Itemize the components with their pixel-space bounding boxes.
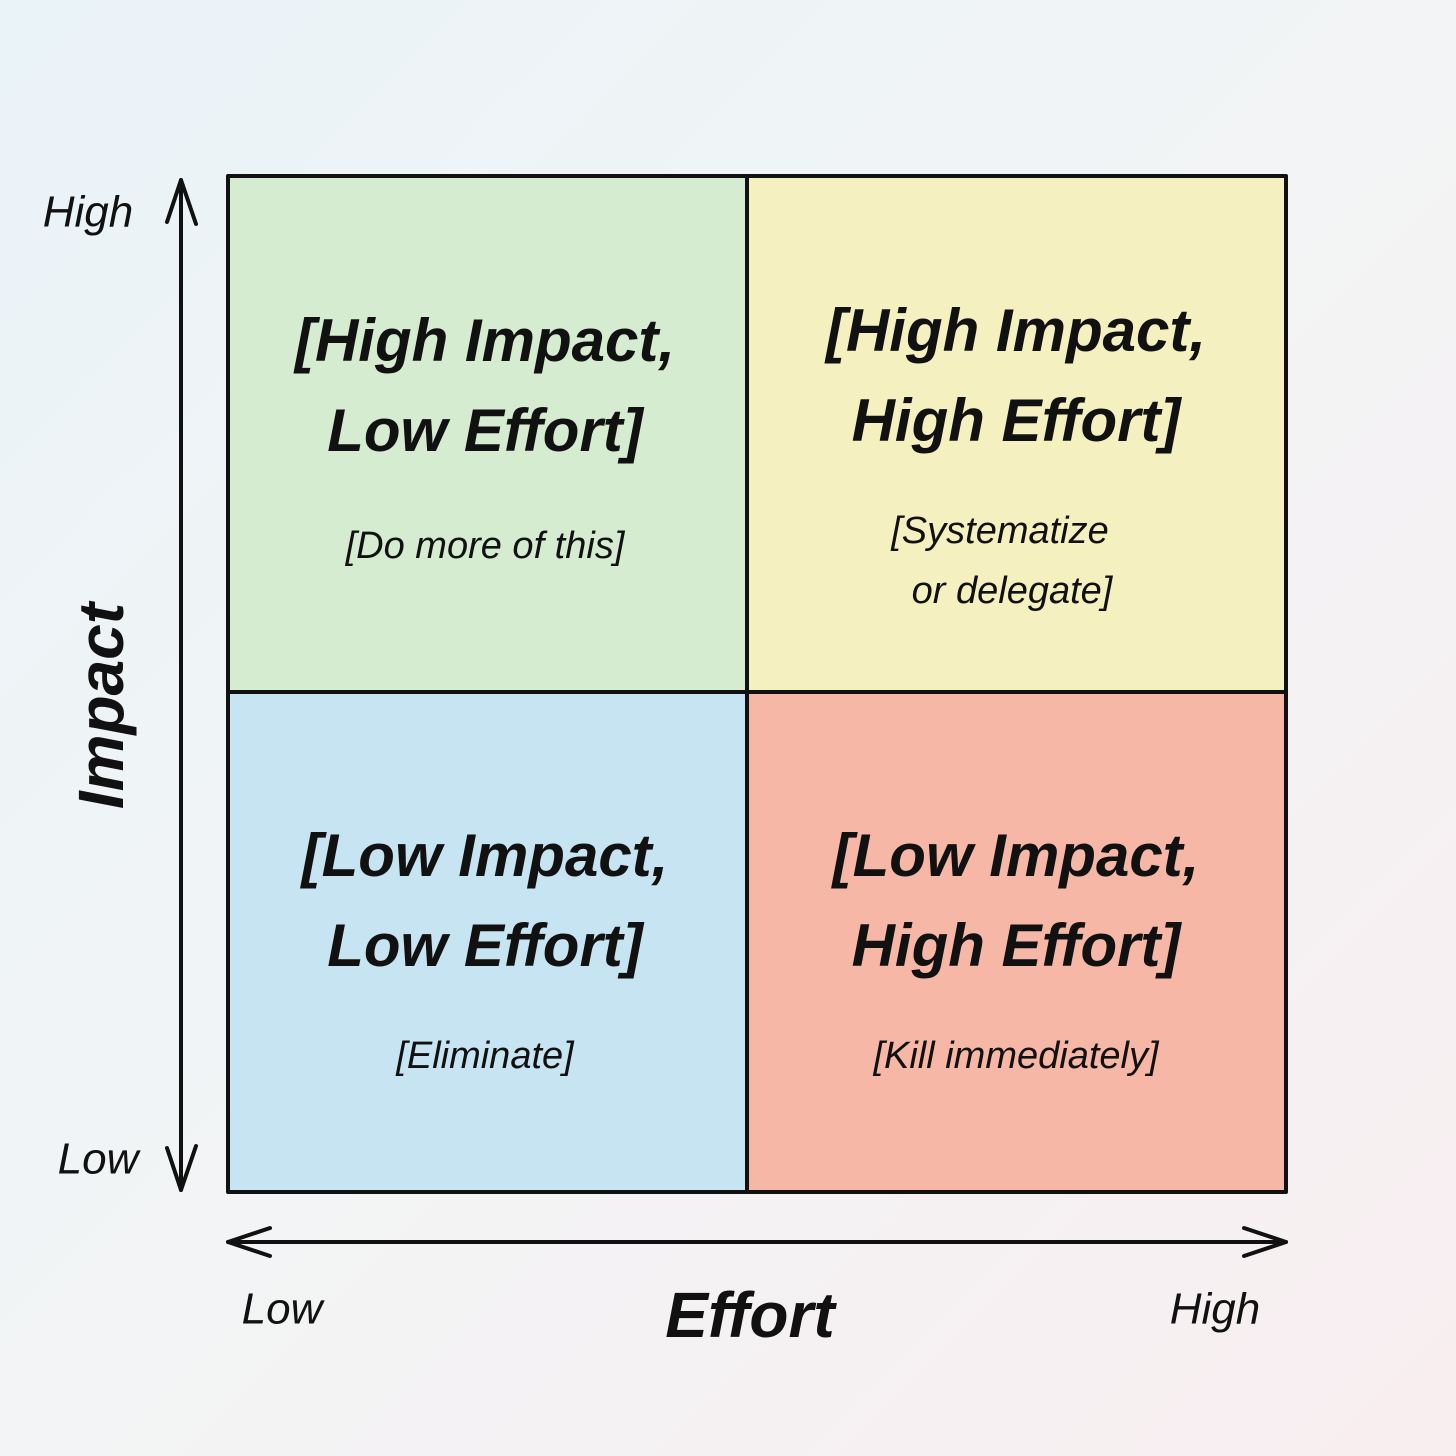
quadrant-title: High Effort] <box>852 387 1183 454</box>
quadrant-action: [Systematize <box>890 510 1109 552</box>
y-arrowhead <box>165 1144 198 1192</box>
x-low-label: Low <box>242 1285 326 1334</box>
quadrant-action: [Kill immediately] <box>872 1035 1160 1077</box>
grid-border <box>226 174 1288 1194</box>
x-arrowhead <box>1242 1226 1288 1258</box>
quadrant-title: Low Effort] <box>327 912 645 979</box>
y-high-label: High <box>43 188 134 237</box>
quadrant-title: Low Effort] <box>327 397 645 464</box>
x-arrowhead <box>226 1226 272 1258</box>
quadrant-bg <box>230 178 747 692</box>
y-arrowhead <box>165 178 198 226</box>
quadrant-title: [Low Impact, <box>831 822 1200 889</box>
quadrant-action: [Do more of this] <box>345 525 626 567</box>
quadrant-bg <box>747 692 1286 1192</box>
quadrant-title: High Effort] <box>852 912 1183 979</box>
x-high-label: High <box>1170 1285 1261 1334</box>
quadrant-bg <box>230 692 747 1192</box>
quadrant-title: [Low Impact, <box>300 822 669 889</box>
quadrant-title: [High Impact, <box>293 307 675 374</box>
y-low-label: Low <box>58 1135 142 1184</box>
quadrant-title: [High Impact, <box>824 297 1206 364</box>
quadrant-bg <box>747 178 1286 692</box>
quadrant-action: or delegate] <box>912 570 1114 612</box>
y-axis-label: Impact <box>65 600 137 809</box>
x-axis-label: Effort <box>665 1279 837 1351</box>
quadrant-action: [Eliminate] <box>395 1035 575 1077</box>
